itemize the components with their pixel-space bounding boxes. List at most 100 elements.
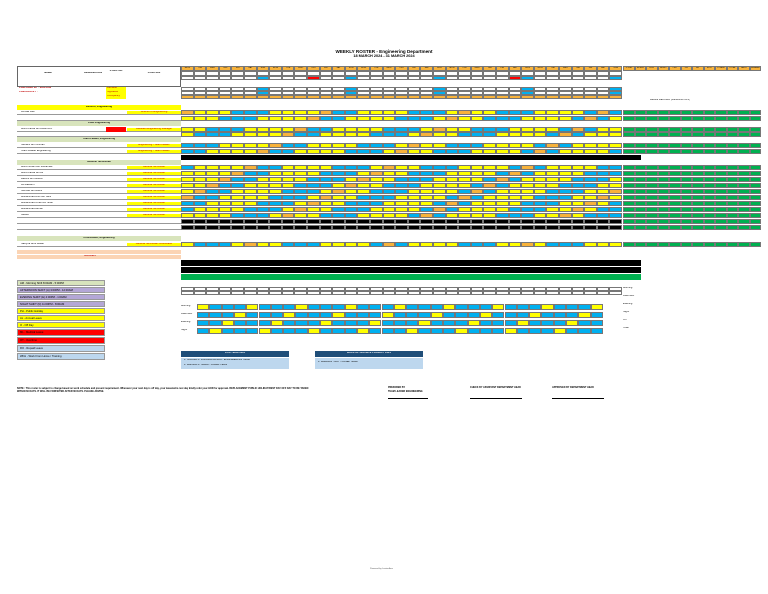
remark-cell xyxy=(533,87,547,91)
shift-cell xyxy=(559,195,572,200)
signature-line-3 xyxy=(552,398,604,399)
signature-cell xyxy=(357,91,370,95)
summary-count-cell xyxy=(590,320,603,326)
shift-cell xyxy=(571,143,585,148)
shift-cell xyxy=(609,165,622,170)
shift-cell xyxy=(370,116,383,121)
occupancy-cell xyxy=(584,76,597,80)
occupancy-cell xyxy=(231,76,244,80)
shift-cell xyxy=(496,177,509,182)
shift-cell xyxy=(370,195,383,200)
shift-cell xyxy=(370,132,383,137)
shift-cell xyxy=(193,225,207,230)
shift-cell xyxy=(445,195,459,200)
shift-cell xyxy=(470,116,484,121)
shift-cell xyxy=(281,165,295,170)
summary-count-cell xyxy=(369,328,382,334)
occupancy-rate-cell xyxy=(332,95,345,99)
occupancy-rate-cell xyxy=(609,95,622,99)
summary-cell xyxy=(738,132,750,137)
shift-cell xyxy=(332,116,345,121)
summary-cell xyxy=(646,189,658,194)
shift-cell xyxy=(370,189,383,194)
shift-cell xyxy=(231,132,244,137)
summary-cell xyxy=(634,201,646,206)
signature-cell xyxy=(193,91,207,95)
shift-cell xyxy=(470,110,484,115)
remark-cell xyxy=(206,87,219,91)
day-name-cell: TUE xyxy=(370,66,383,71)
date-cell xyxy=(269,71,282,76)
day-name-cell: MON xyxy=(533,66,547,71)
shift-cell xyxy=(496,189,509,194)
shift-cell xyxy=(508,213,522,218)
shift-cell xyxy=(508,127,522,132)
shift-cell xyxy=(458,127,471,132)
shift-cell xyxy=(420,177,433,182)
summary-date-cell xyxy=(206,291,219,295)
summary-cell xyxy=(703,171,715,176)
shift-cell xyxy=(382,213,396,218)
shift-cell xyxy=(533,177,547,182)
shift-cell xyxy=(395,195,408,200)
summary-count-cell xyxy=(443,320,456,326)
signature-cell xyxy=(584,91,597,95)
date-cell xyxy=(181,71,194,76)
shift-cell xyxy=(609,213,622,218)
shift-cell xyxy=(445,242,459,247)
summary-cell xyxy=(692,207,704,212)
day-name-cell: THU xyxy=(395,66,408,71)
shift-cell xyxy=(433,149,446,154)
shift-cell xyxy=(382,110,396,115)
shift-cell xyxy=(181,177,194,182)
shift-cell xyxy=(483,183,496,188)
summary-cell xyxy=(726,110,738,115)
signature-cell xyxy=(546,91,559,95)
summary-cell xyxy=(680,219,692,224)
shift-cell xyxy=(206,242,219,247)
shift-cell xyxy=(269,219,282,224)
roster-subtitle: 18 MARCH 2024 - 31 MARCH 2024 xyxy=(353,54,415,58)
shift-cell xyxy=(559,183,572,188)
summary-cell xyxy=(738,149,750,154)
shift-cell xyxy=(546,201,559,206)
summary-cell xyxy=(749,183,761,188)
shift-cell xyxy=(445,189,459,194)
shift-cell xyxy=(559,143,572,148)
shift-cell xyxy=(571,149,585,154)
summary-date-cell xyxy=(571,291,585,295)
occupancy-cell xyxy=(218,76,232,80)
occupancy-rate-cell xyxy=(521,95,534,99)
summary-count-cell xyxy=(553,328,566,334)
shift-cell xyxy=(596,177,610,182)
summary-cell xyxy=(749,207,761,212)
shift-cell xyxy=(181,171,194,176)
shift-cell xyxy=(357,171,370,176)
shift-cell xyxy=(596,110,610,115)
summary-count-cell xyxy=(221,312,234,318)
shift-cell xyxy=(218,242,232,247)
summary-cell xyxy=(692,110,704,115)
shift-cell xyxy=(521,171,534,176)
shift-cell xyxy=(445,132,459,137)
date-cell xyxy=(244,71,257,76)
shift-cell xyxy=(496,183,509,188)
summary-date-cell xyxy=(407,291,421,295)
shift-cell xyxy=(206,213,219,218)
occupancy-rate-cell xyxy=(370,95,383,99)
shift-cell xyxy=(256,195,270,200)
summary-date-cell xyxy=(269,291,282,295)
day-name-cell: SAT xyxy=(508,66,522,71)
summary-date-cell xyxy=(244,291,257,295)
shift-cell xyxy=(546,165,559,170)
date-cell xyxy=(281,71,295,76)
shift-cell xyxy=(370,143,383,148)
section-chief xyxy=(17,121,181,126)
summary-count-cell xyxy=(578,320,591,326)
shift-cell xyxy=(508,207,522,212)
section-director xyxy=(17,105,181,110)
summary-cell xyxy=(692,213,704,218)
summary-cell xyxy=(669,127,681,132)
shift-cell xyxy=(508,116,522,121)
shift-legend-item: ML - Medical Leave xyxy=(17,329,105,336)
